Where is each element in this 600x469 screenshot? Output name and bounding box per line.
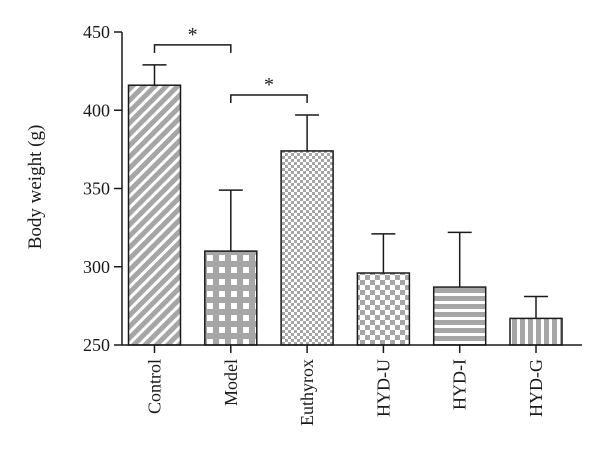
significance-bracket <box>230 94 308 103</box>
y-ticks-group: 250 300 350 400 450 <box>83 22 122 355</box>
y-axis-title: Body weight (g) <box>25 125 46 250</box>
significance-label: * <box>188 24 198 46</box>
x-tick-label-hyd-i: HYD-I <box>450 359 470 410</box>
bars-group <box>127 84 563 346</box>
bar-control <box>127 84 182 346</box>
x-tick-label-euthyrox: Euthyrox <box>297 359 317 426</box>
error-bars-group <box>142 64 548 319</box>
y-tick-label: 350 <box>83 179 110 199</box>
y-tick-label: 450 <box>83 22 110 42</box>
bar-hyd-i <box>432 286 487 346</box>
x-ticks-group: Control Model Euthyrox HYD-U HYD-I HYD-G <box>145 345 546 426</box>
y-tick-label: 300 <box>83 257 110 277</box>
x-tick-label-model: Model <box>221 359 241 406</box>
y-tick-label: 250 <box>83 335 110 355</box>
x-tick-label-control: Control <box>145 359 165 414</box>
significance-label: * <box>264 74 274 96</box>
bar-euthyrox <box>280 150 334 346</box>
y-tick-label: 400 <box>83 100 110 120</box>
significance-bracket <box>153 44 232 53</box>
x-tick-label-hyd-u: HYD-U <box>373 359 393 417</box>
x-tick-label-hyd-g: HYD-G <box>526 359 546 417</box>
bar-hyd-g <box>509 317 563 346</box>
bar-model <box>204 250 258 346</box>
significance-group: ** <box>153 24 308 103</box>
bar-hyd-u <box>356 272 411 346</box>
